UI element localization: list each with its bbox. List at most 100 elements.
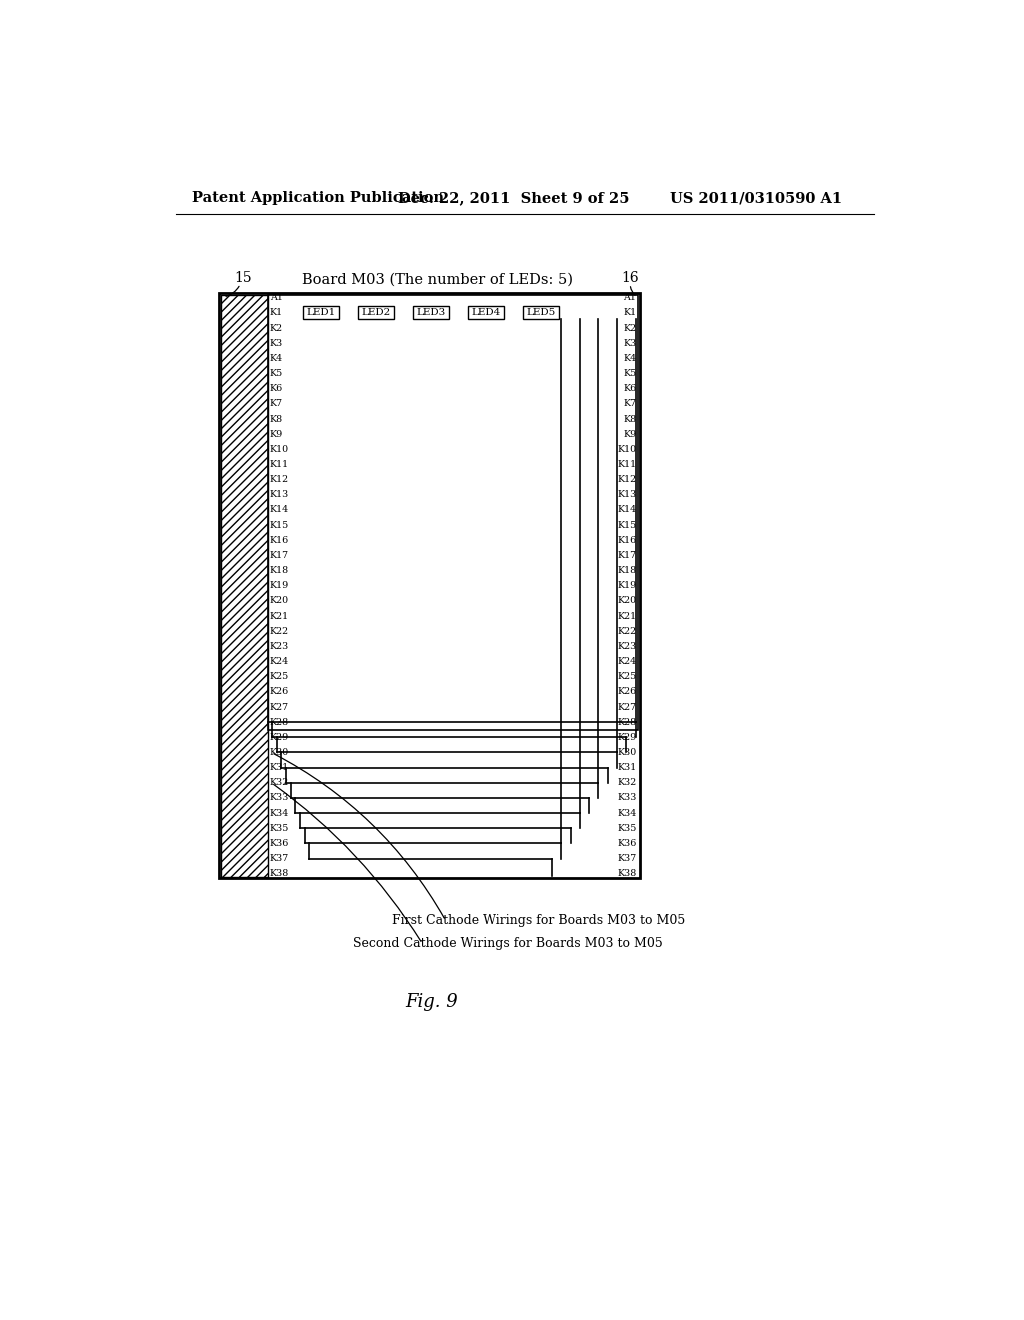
Text: K17: K17 xyxy=(617,550,636,560)
Text: K8: K8 xyxy=(270,414,283,424)
Text: K2: K2 xyxy=(624,323,636,333)
Text: K10: K10 xyxy=(270,445,289,454)
Text: K33: K33 xyxy=(617,793,636,803)
Text: US 2011/0310590 A1: US 2011/0310590 A1 xyxy=(671,191,843,206)
Text: K19: K19 xyxy=(270,581,289,590)
Text: K33: K33 xyxy=(270,793,289,803)
Text: A1: A1 xyxy=(270,293,283,302)
Text: K14: K14 xyxy=(617,506,636,515)
Bar xyxy=(303,306,339,319)
Text: K25: K25 xyxy=(617,672,636,681)
Text: Board M03 (The number of LEDs: 5): Board M03 (The number of LEDs: 5) xyxy=(302,272,573,286)
Text: K38: K38 xyxy=(270,870,289,878)
Text: K36: K36 xyxy=(270,840,289,847)
Text: Fig. 9: Fig. 9 xyxy=(406,993,458,1011)
Text: K24: K24 xyxy=(270,657,289,667)
Text: K3: K3 xyxy=(624,339,636,347)
Bar xyxy=(414,306,449,319)
Text: K9: K9 xyxy=(624,430,636,438)
Text: K38: K38 xyxy=(617,870,636,878)
Text: K6: K6 xyxy=(624,384,636,393)
Text: K4: K4 xyxy=(270,354,283,363)
Text: K35: K35 xyxy=(617,824,636,833)
Text: A1: A1 xyxy=(624,293,636,302)
Text: K10: K10 xyxy=(617,445,636,454)
Text: K21: K21 xyxy=(270,611,289,620)
Text: K13: K13 xyxy=(617,490,636,499)
Text: K20: K20 xyxy=(617,597,636,606)
Text: LED1: LED1 xyxy=(306,309,336,317)
Text: K15: K15 xyxy=(617,520,636,529)
Text: K21: K21 xyxy=(617,611,636,620)
Text: LED3: LED3 xyxy=(417,309,445,317)
Text: K26: K26 xyxy=(270,688,289,697)
Text: K20: K20 xyxy=(270,597,289,606)
Bar xyxy=(221,294,267,876)
Text: K17: K17 xyxy=(270,550,289,560)
Text: K8: K8 xyxy=(624,414,636,424)
Text: K15: K15 xyxy=(270,520,289,529)
Text: K31: K31 xyxy=(270,763,289,772)
Text: K37: K37 xyxy=(270,854,289,863)
Text: K11: K11 xyxy=(617,459,636,469)
Text: K23: K23 xyxy=(617,642,636,651)
Text: First Cathode Wirings for Boards M03 to M05: First Cathode Wirings for Boards M03 to … xyxy=(392,915,685,927)
Text: K29: K29 xyxy=(617,733,636,742)
Text: K14: K14 xyxy=(270,506,289,515)
Text: K6: K6 xyxy=(270,384,283,393)
Text: K28: K28 xyxy=(270,718,289,727)
Text: K22: K22 xyxy=(270,627,289,636)
Text: K25: K25 xyxy=(270,672,289,681)
Text: 16: 16 xyxy=(622,271,639,285)
Text: K18: K18 xyxy=(617,566,636,576)
Text: K16: K16 xyxy=(617,536,636,545)
Text: LED4: LED4 xyxy=(471,309,501,317)
Text: K32: K32 xyxy=(617,779,636,787)
Text: K1: K1 xyxy=(624,309,636,317)
Text: Patent Application Publication: Patent Application Publication xyxy=(191,191,443,206)
Text: K7: K7 xyxy=(270,400,283,408)
Text: K26: K26 xyxy=(617,688,636,697)
Text: LED5: LED5 xyxy=(526,309,556,317)
Text: K3: K3 xyxy=(270,339,283,347)
Text: K12: K12 xyxy=(617,475,636,484)
Text: 15: 15 xyxy=(233,271,252,285)
Text: K5: K5 xyxy=(624,370,636,378)
Text: K4: K4 xyxy=(624,354,636,363)
Bar xyxy=(468,306,504,319)
Text: LED2: LED2 xyxy=(361,309,390,317)
Text: K23: K23 xyxy=(270,642,289,651)
Text: K36: K36 xyxy=(617,840,636,847)
Text: K5: K5 xyxy=(270,370,283,378)
Text: K11: K11 xyxy=(270,459,289,469)
Text: K29: K29 xyxy=(270,733,289,742)
Text: K1: K1 xyxy=(270,309,283,317)
Text: K18: K18 xyxy=(270,566,289,576)
Text: K30: K30 xyxy=(617,748,636,756)
Text: K12: K12 xyxy=(270,475,289,484)
Text: K27: K27 xyxy=(270,702,289,711)
Text: K34: K34 xyxy=(270,809,289,817)
Text: K2: K2 xyxy=(270,323,283,333)
Text: K30: K30 xyxy=(270,748,289,756)
Text: K22: K22 xyxy=(617,627,636,636)
Text: K27: K27 xyxy=(617,702,636,711)
Text: K9: K9 xyxy=(270,430,283,438)
Text: K24: K24 xyxy=(617,657,636,667)
Bar xyxy=(267,294,638,730)
Text: K37: K37 xyxy=(617,854,636,863)
Text: K34: K34 xyxy=(617,809,636,817)
Text: K31: K31 xyxy=(617,763,636,772)
Text: Second Cathode Wirings for Boards M03 to M05: Second Cathode Wirings for Boards M03 to… xyxy=(353,937,663,950)
Text: K7: K7 xyxy=(624,400,636,408)
Text: K35: K35 xyxy=(270,824,289,833)
Text: K28: K28 xyxy=(617,718,636,727)
Bar xyxy=(358,306,394,319)
Text: K19: K19 xyxy=(617,581,636,590)
Text: K13: K13 xyxy=(270,490,289,499)
Bar xyxy=(523,306,559,319)
Text: Dec. 22, 2011  Sheet 9 of 25: Dec. 22, 2011 Sheet 9 of 25 xyxy=(397,191,629,206)
Text: K16: K16 xyxy=(270,536,289,545)
Text: K32: K32 xyxy=(270,779,289,787)
Bar xyxy=(219,293,640,878)
